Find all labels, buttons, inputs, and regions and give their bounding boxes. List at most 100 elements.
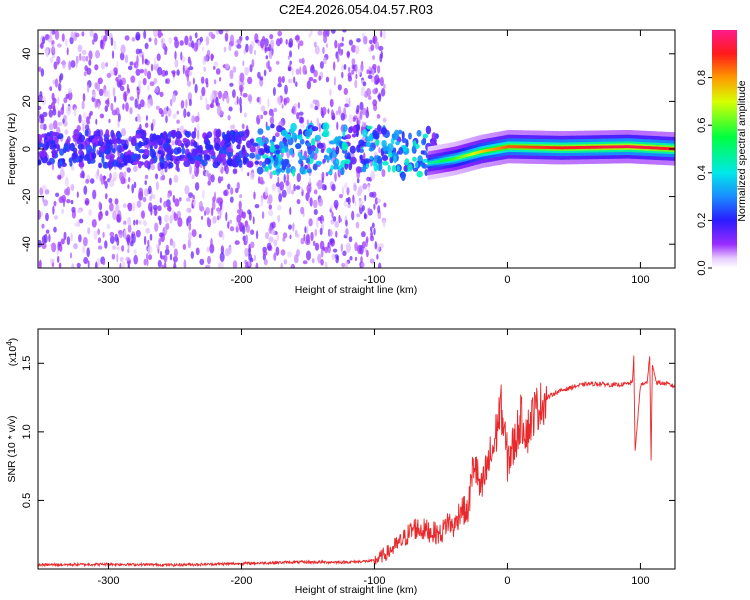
- noise-speck: [195, 247, 200, 256]
- noise-speck: [143, 30, 147, 39]
- y-tick-label: -20: [21, 189, 33, 205]
- noise-speck: [119, 85, 125, 92]
- carrier-cell: [579, 146, 582, 149]
- band-speck: [85, 144, 93, 154]
- carrier-cell: [600, 145, 603, 149]
- noise-speck: [127, 202, 132, 210]
- noise-speck: [238, 221, 242, 228]
- noise-speck: [136, 200, 142, 208]
- band-speck: [365, 163, 369, 169]
- noise-speck: [383, 202, 387, 208]
- carrier-cell: [587, 145, 590, 149]
- carrier-cell: [481, 149, 485, 153]
- noise-speck: [300, 237, 305, 245]
- noise-speck: [179, 40, 184, 46]
- noise-speck: [357, 186, 362, 196]
- noise-speck: [123, 220, 127, 225]
- y-tick-label: 0: [21, 146, 33, 152]
- band-speck: [220, 153, 227, 159]
- carrier-cell: [542, 146, 545, 149]
- carrier-cell: [606, 145, 609, 149]
- noise-speck: [122, 203, 127, 208]
- noise-speck: [187, 80, 192, 87]
- noise-speck: [348, 114, 354, 124]
- noise-speck: [368, 65, 372, 71]
- noise-speck: [227, 221, 230, 229]
- noise-speck: [104, 105, 109, 112]
- band-speck: [104, 147, 112, 155]
- colorbar-gradient: [712, 30, 737, 268]
- noise-speck: [232, 89, 236, 99]
- carrier-cell: [555, 146, 558, 150]
- noise-speck: [239, 72, 245, 83]
- noise-speck: [94, 82, 98, 90]
- carrier-cell: [510, 145, 513, 149]
- noise-speck: [40, 68, 45, 77]
- noise-speck: [159, 91, 164, 98]
- noise-speck: [337, 42, 341, 50]
- band-speck: [126, 150, 132, 155]
- band-speck: [214, 142, 220, 151]
- band-speck: [166, 155, 171, 161]
- band-speck: [184, 131, 192, 138]
- noise-speck: [146, 102, 150, 107]
- band-speck: [172, 155, 177, 161]
- noise-speck: [67, 91, 73, 101]
- noise-speck: [248, 259, 251, 268]
- band-speck: [337, 135, 342, 141]
- carrier-cell: [520, 145, 523, 149]
- noise-speck: [359, 244, 364, 255]
- band-speck: [299, 166, 306, 175]
- band-speck: [408, 132, 412, 140]
- noise-speck: [245, 234, 249, 245]
- noise-speck: [108, 118, 111, 124]
- snr-plot-area: [38, 329, 675, 569]
- noise-speck: [254, 204, 260, 209]
- noise-speck: [277, 30, 283, 37]
- noise-speck: [114, 198, 119, 205]
- band-speck: [192, 148, 198, 157]
- band-speck: [307, 148, 313, 155]
- noise-speck: [169, 214, 173, 224]
- band-speck: [214, 137, 221, 144]
- band-speck: [381, 155, 389, 161]
- carrier-cell: [609, 145, 612, 149]
- noise-speck: [380, 88, 386, 97]
- noise-speck: [135, 68, 141, 76]
- band-speck: [311, 138, 316, 147]
- noise-speck: [182, 243, 187, 250]
- noise-speck: [309, 197, 313, 207]
- noise-speck: [126, 83, 129, 92]
- noise-speck: [159, 197, 162, 204]
- noise-speck: [329, 238, 335, 244]
- noise-speck: [285, 39, 288, 45]
- noise-speck: [150, 63, 154, 72]
- y-tick-label: -40: [21, 236, 33, 252]
- band-speck: [193, 155, 199, 162]
- noise-speck: [306, 80, 312, 90]
- noise-speck: [91, 219, 97, 228]
- noise-speck: [268, 49, 273, 60]
- band-speck: [116, 137, 122, 145]
- noise-speck: [229, 219, 233, 224]
- noise-speck: [348, 236, 353, 243]
- noise-speck: [265, 55, 269, 60]
- carrier-cell: [667, 147, 670, 151]
- band-speck: [59, 148, 65, 156]
- noise-speck: [313, 209, 318, 215]
- noise-speck: [355, 63, 358, 74]
- noise-speck: [227, 183, 231, 190]
- band-speck: [40, 149, 46, 159]
- carrier-cell: [438, 159, 441, 163]
- noise-speck: [61, 33, 65, 42]
- noise-speck: [269, 171, 273, 180]
- noise-speck: [296, 112, 300, 120]
- noise-speck: [82, 123, 85, 132]
- noise-speck: [41, 223, 45, 229]
- noise-speck: [205, 97, 208, 106]
- carrier-cell: [537, 145, 540, 149]
- noise-speck: [194, 32, 198, 39]
- band-speck: [205, 143, 211, 150]
- noise-speck: [366, 88, 372, 97]
- noise-speck: [294, 229, 298, 238]
